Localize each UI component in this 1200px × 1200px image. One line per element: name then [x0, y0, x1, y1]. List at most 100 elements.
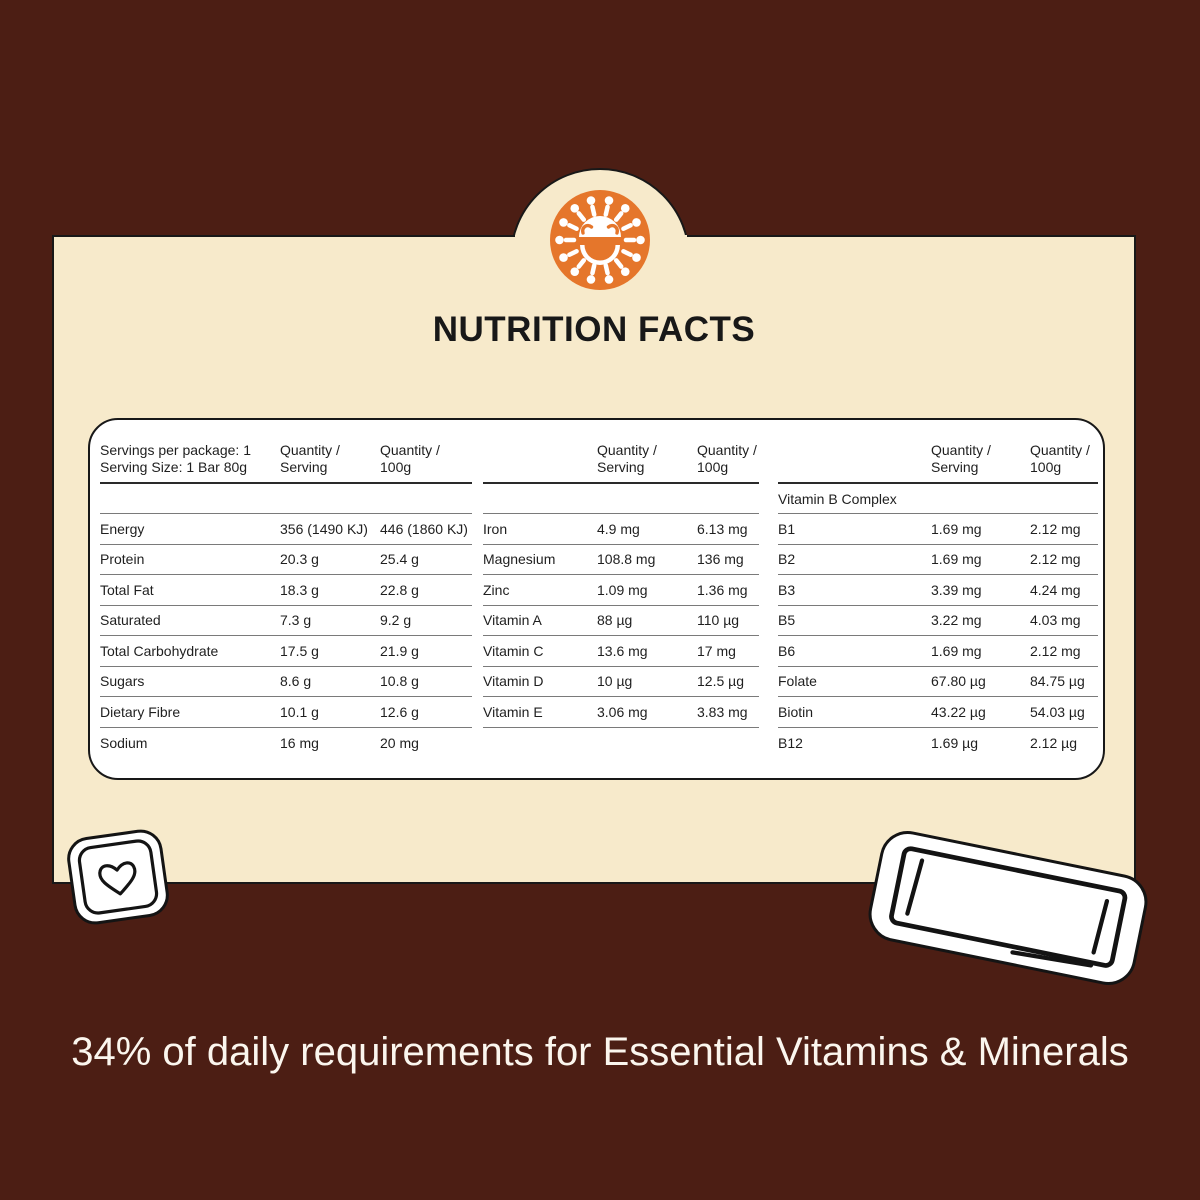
col-header-serving: Quantity / Serving [280, 442, 340, 475]
table-row: Folate 67.80 µg 84.75 µg [778, 667, 1098, 697]
row-label: Sugars [100, 673, 145, 690]
serving-value: 16 mg [280, 734, 319, 751]
serving-value: 10.1 g [280, 703, 319, 720]
icon-circle [550, 190, 650, 290]
heart-icon [77, 839, 159, 915]
serving-value: 3.39 mg [931, 581, 982, 598]
per100-value: 10.8 g [380, 673, 419, 690]
heart-sticker [64, 826, 172, 928]
per100-value: 2.12 mg [1030, 551, 1081, 568]
row-label: Energy [100, 520, 145, 537]
serving-value: 20.3 g [280, 551, 319, 568]
serving-value: 1.69 mg [931, 520, 982, 537]
serving-value: 18.3 g [280, 581, 319, 598]
serving-value: 10 µg [597, 673, 633, 690]
serving-value: 1.09 mg [597, 581, 648, 598]
row-label: Total Carbohydrate [100, 642, 219, 659]
bar-sticker [863, 826, 1153, 990]
per100-value: 3.83 mg [697, 703, 748, 720]
per100-value: 12.6 g [380, 703, 419, 720]
col-header-serving: Quantity / Serving [931, 442, 991, 475]
table-group-header: Quantity / Serving Quantity / 100g [483, 442, 759, 484]
serving-value: 67.80 µg [931, 673, 986, 690]
table-row: Saturated 7.3 g 9.2 g [100, 606, 472, 636]
nutrition-card: NUTRITION FACTS Servings per package: 1 … [52, 235, 1136, 884]
row-label: Biotin [778, 703, 814, 720]
per100-value: 446 (1860 KJ) [380, 520, 468, 537]
table-row: Iron 4.9 mg 6.13 mg [483, 514, 759, 545]
per100-value: 2.12 mg [1030, 520, 1081, 537]
row-label: Vitamin D [483, 673, 544, 690]
table-row: Dietary Fibre 10.1 g 12.6 g [100, 697, 472, 728]
per100-value: 12.5 µg [697, 673, 744, 690]
serving-value: 1.69 mg [931, 642, 982, 659]
table-group-minerals: Quantity / Serving Quantity / 100g Iron 4… [483, 442, 759, 728]
row-label: Vitamin E [483, 703, 543, 720]
row-label: Saturated [100, 612, 161, 629]
row-label: Vitamin A [483, 612, 542, 629]
table-row: B6 1.69 mg 2.12 mg [778, 636, 1098, 667]
per100-value: 110 µg [697, 612, 740, 629]
page-title: NUTRITION FACTS [432, 310, 756, 349]
per100-value: 84.75 µg [1030, 673, 1085, 690]
sun-smiley-icon [550, 190, 650, 290]
section-label: Vitamin B Complex [778, 484, 1098, 514]
per100-value: 2.12 µg [1030, 734, 1077, 751]
serving-value: 13.6 mg [597, 642, 648, 659]
section-label [100, 484, 472, 514]
col-header-100g: Quantity / 100g [697, 442, 757, 475]
table-group-header: Servings per package: 1 Serving Size: 1 … [100, 442, 472, 484]
row-label: Dietary Fibre [100, 703, 181, 720]
table-row: Biotin 43.22 µg 54.03 µg [778, 697, 1098, 728]
serving-value: 108.8 mg [597, 551, 656, 568]
col-header-serving: Quantity / Serving [597, 442, 657, 475]
per100-value: 54.03 µg [1030, 703, 1085, 720]
row-label: Magnesium [483, 551, 556, 568]
snack-bar-icon [889, 846, 1128, 968]
row-label: Protein [100, 551, 145, 568]
table-row: Zinc 1.09 mg 1.36 mg [483, 575, 759, 606]
table-row: Sodium 16 mg 20 mg [100, 728, 472, 759]
per100-value: 1.36 mg [697, 581, 748, 598]
per100-value: 6.13 mg [697, 520, 748, 537]
row-label: B12 [778, 734, 803, 751]
serving-value: 3.06 mg [597, 703, 648, 720]
serving-info: Servings per package: 1 Serving Size: 1 … [100, 442, 251, 475]
per100-value: 2.12 mg [1030, 642, 1081, 659]
serving-value: 356 (1490 KJ) [280, 520, 368, 537]
serving-value: 3.22 mg [931, 612, 982, 629]
row-label: Iron [483, 520, 508, 537]
table-row: Vitamin A 88 µg 110 µg [483, 606, 759, 636]
row-label: B3 [778, 581, 796, 598]
table-group-vitamin-b: Quantity / Serving Quantity / 100g Vitam… [778, 442, 1098, 758]
row-label: Sodium [100, 734, 148, 751]
nutrition-table-panel: Servings per package: 1 Serving Size: 1 … [88, 418, 1105, 780]
col-header-100g: Quantity / 100g [380, 442, 440, 475]
smile-mouth [584, 245, 616, 261]
row-label: B6 [778, 642, 796, 659]
row-label: B2 [778, 551, 796, 568]
footer-caption: 34% of daily requirements for Essential … [71, 1030, 1129, 1074]
serving-value: 1.69 mg [931, 551, 982, 568]
table-group-header: Quantity / Serving Quantity / 100g [778, 442, 1098, 484]
table-row: B5 3.22 mg 4.03 mg [778, 606, 1098, 636]
table-row: Vitamin D 10 µg 12.5 µg [483, 667, 759, 697]
section-label [483, 484, 759, 514]
row-label: B5 [778, 612, 796, 629]
per100-value: 136 mg [697, 551, 744, 568]
face-dome [579, 216, 621, 237]
per100-value: 21.9 g [380, 642, 419, 659]
table-row: B2 1.69 mg 2.12 mg [778, 545, 1098, 575]
row-label: Folate [778, 673, 817, 690]
serving-value: 88 µg [597, 612, 633, 629]
per100-value: 17 mg [697, 642, 736, 659]
table-row: Protein 20.3 g 25.4 g [100, 545, 472, 575]
serving-value: 1.69 µg [931, 734, 978, 751]
table-row: Magnesium 108.8 mg 136 mg [483, 545, 759, 575]
table-row: B3 3.39 mg 4.24 mg [778, 575, 1098, 606]
serving-value: 43.22 µg [931, 703, 986, 720]
table-row: Vitamin C 13.6 mg 17 mg [483, 636, 759, 667]
table-row: Energy 356 (1490 KJ) 446 (1860 KJ) [100, 514, 472, 545]
table-row: Total Fat 18.3 g 22.8 g [100, 575, 472, 606]
